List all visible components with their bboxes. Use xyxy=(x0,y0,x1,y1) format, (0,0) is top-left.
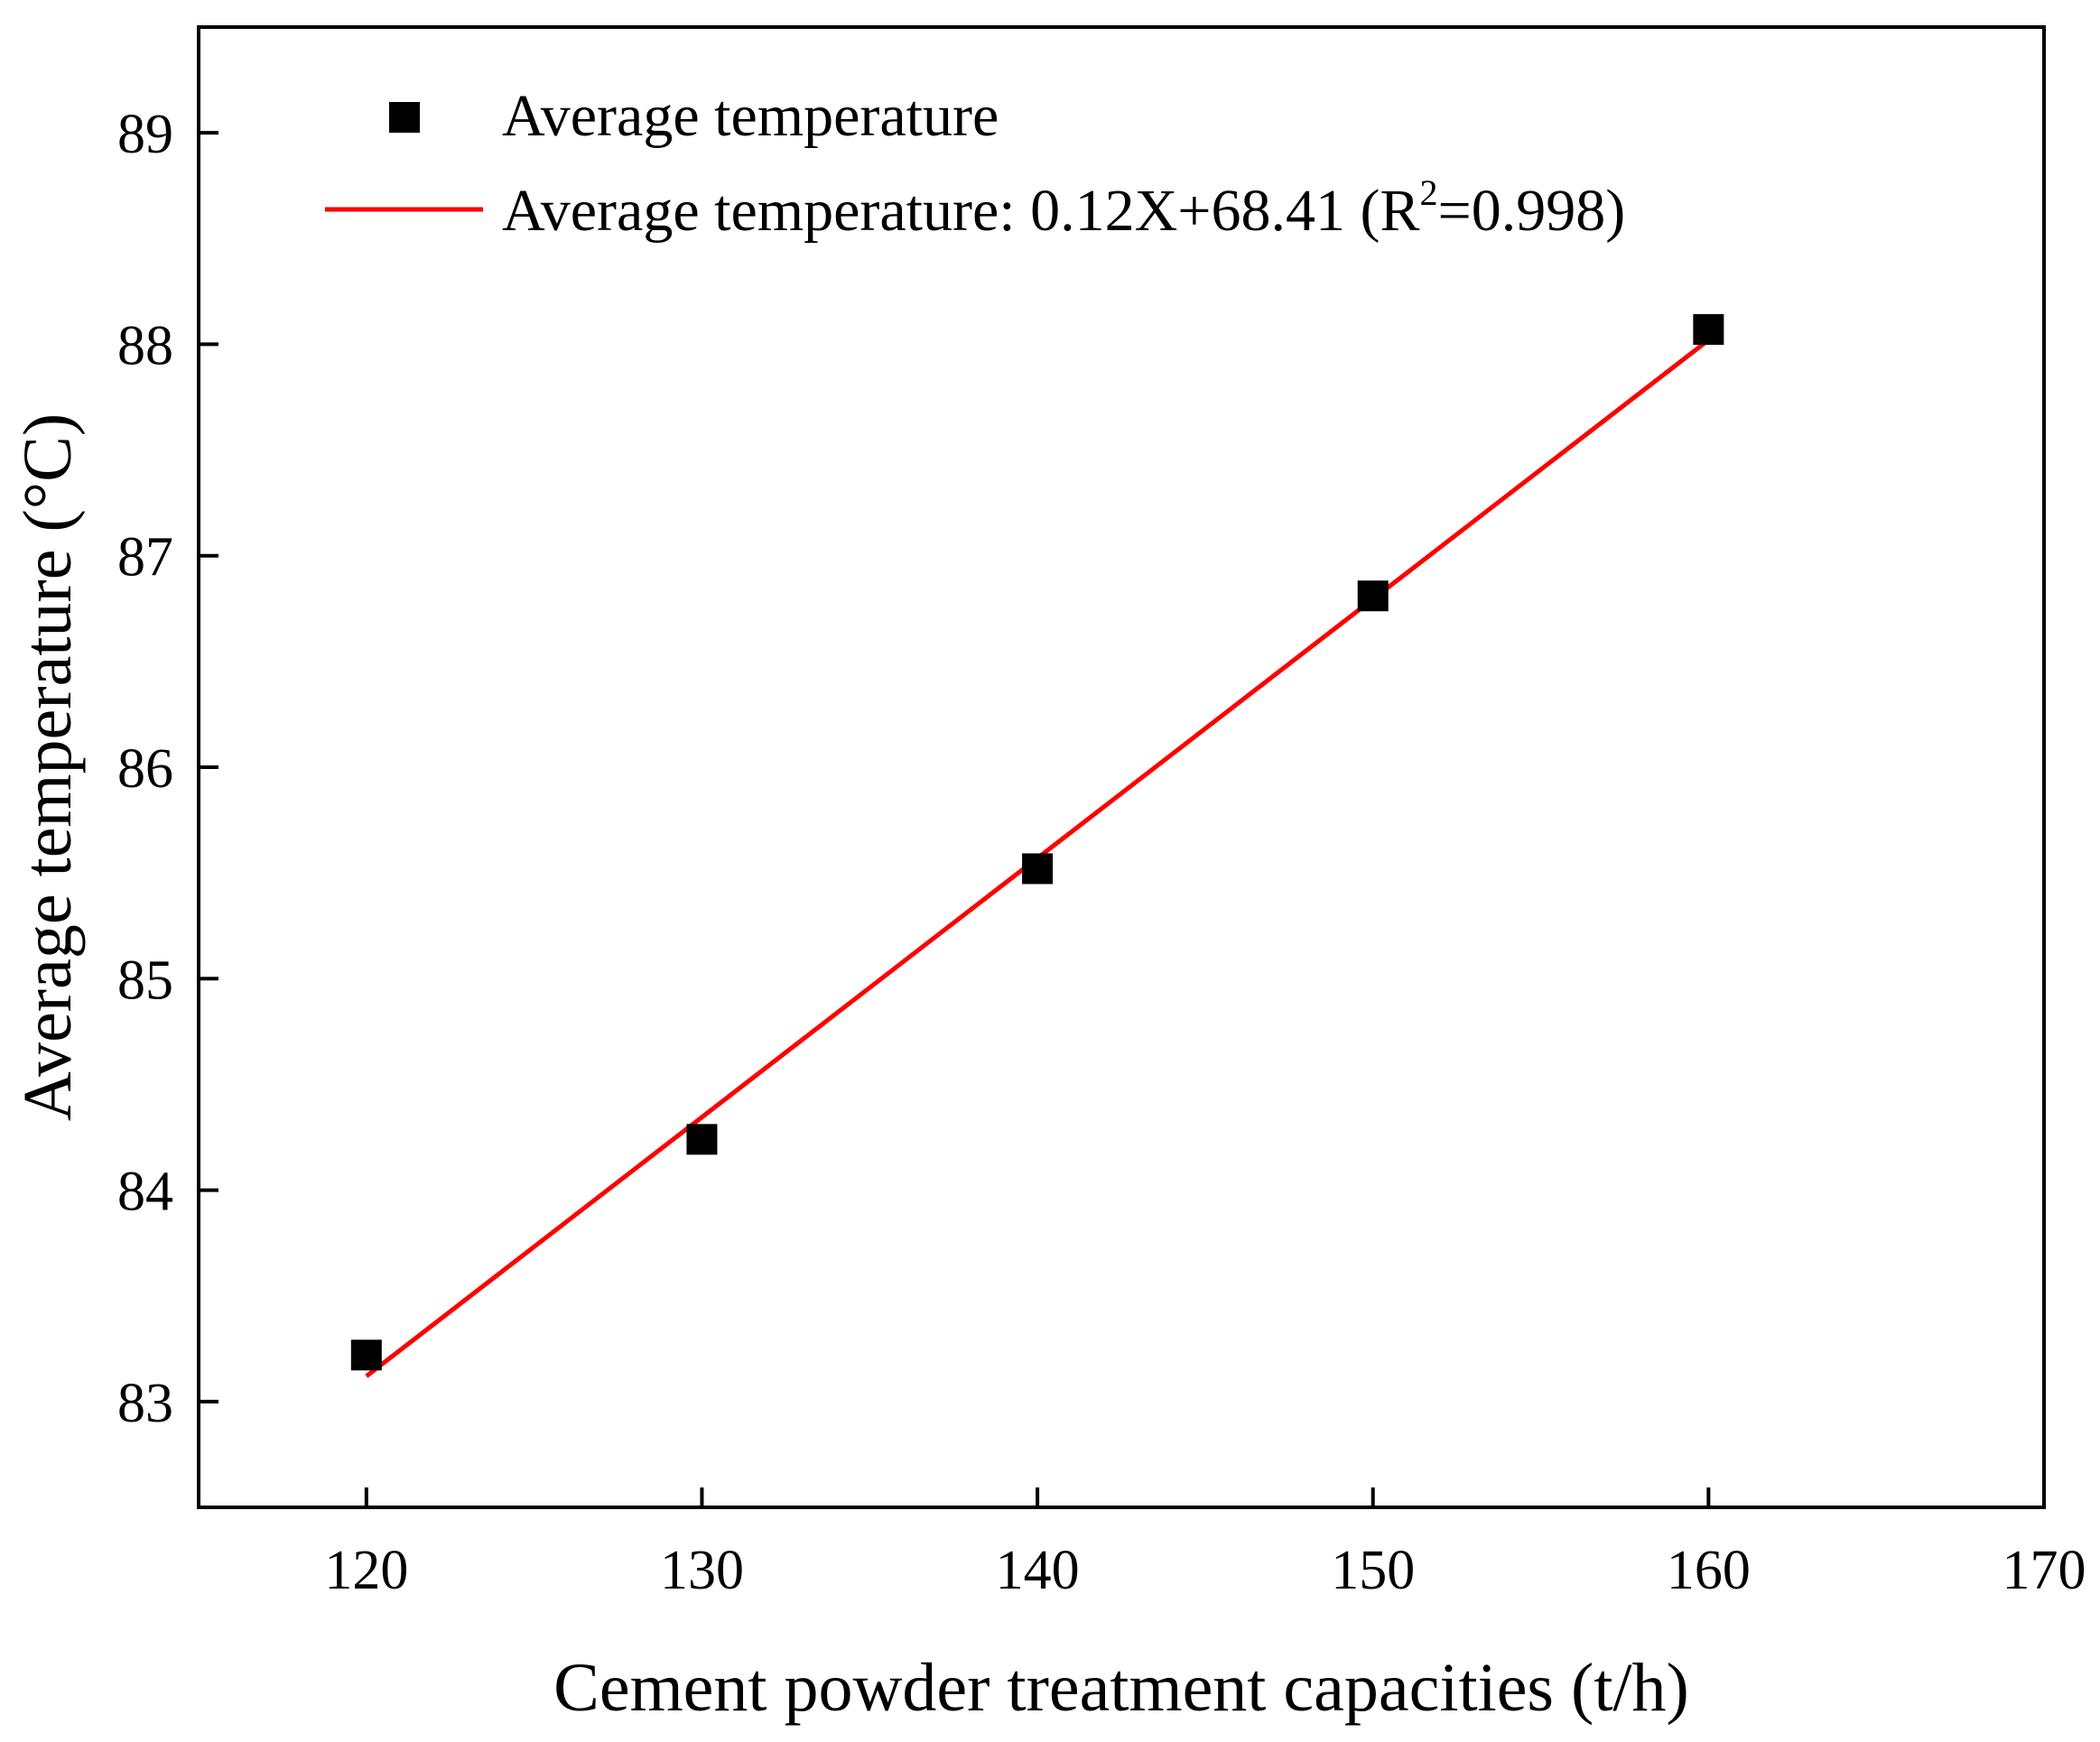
y-tick-label: 85 xyxy=(117,950,173,1011)
x-tick-label: 120 xyxy=(324,1540,408,1601)
legend-label-scatter: Average temperature xyxy=(502,83,999,149)
x-axis-label: Cement powder treatment capacities (t/h) xyxy=(553,1650,1689,1726)
data-point xyxy=(1022,853,1054,885)
plot-frame xyxy=(197,25,2046,1509)
y-tick-label: 83 xyxy=(117,1373,173,1434)
y-tick-label: 84 xyxy=(117,1162,173,1223)
y-tick-label: 87 xyxy=(117,527,173,588)
y-tick-label: 86 xyxy=(117,738,173,800)
x-tick-label: 130 xyxy=(660,1540,744,1601)
data-point-layer xyxy=(350,314,1724,1371)
x-axis-ticks: 120 130 140 150 160 170 xyxy=(324,1487,2086,1601)
x-tick-label: 140 xyxy=(996,1540,1080,1601)
legend-label-fit: Average temperature: 0.12X+68.41 (R2=0.9… xyxy=(502,172,1625,244)
data-point xyxy=(350,1339,382,1371)
data-point xyxy=(686,1124,718,1155)
data-point xyxy=(1357,580,1389,612)
y-axis-ticks: 83 84 85 86 87 88 89 xyxy=(117,104,218,1434)
y-tick-label: 89 xyxy=(117,104,173,165)
x-tick-label: 170 xyxy=(2002,1540,2086,1601)
legend-fit-superscript: 2 xyxy=(1420,172,1438,213)
legend-fit-prefix: Average temperature: 0.12X+68.41 (R xyxy=(502,178,1420,244)
legend: Average temperature Average temperature:… xyxy=(325,83,1625,244)
x-tick-label: 150 xyxy=(1331,1540,1415,1601)
legend-fit-suffix: =0.998) xyxy=(1438,178,1626,244)
y-tick-label: 88 xyxy=(117,315,173,376)
legend-marker-square xyxy=(389,102,420,133)
data-point xyxy=(1693,314,1724,346)
y-axis-label: Average temperature (°C) xyxy=(10,413,86,1121)
x-tick-label: 160 xyxy=(1667,1540,1751,1601)
